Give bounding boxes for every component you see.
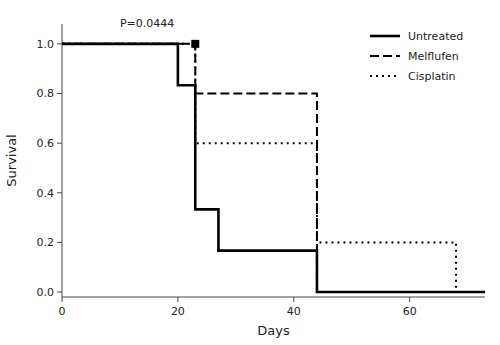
y-tick [57, 143, 62, 144]
legend: Untreated Melflufen Cisplatin [370, 30, 463, 83]
survival-line [62, 44, 485, 292]
y-tick [57, 192, 62, 193]
y-tick [57, 43, 62, 44]
legend-swatch [370, 75, 400, 77]
y-tick-label: 0.6 [37, 137, 55, 150]
legend-swatch [370, 55, 400, 57]
x-axis-line [62, 297, 485, 298]
y-tick-label: 0.8 [37, 87, 55, 100]
x-tick [293, 297, 294, 302]
survival-line [62, 44, 485, 292]
legend-label: Untreated [408, 30, 463, 43]
x-tick [409, 297, 410, 302]
y-tick [57, 242, 62, 243]
x-tick-label: 60 [403, 305, 417, 318]
legend-swatch [370, 35, 400, 38]
legend-label: Melflufen [408, 50, 459, 63]
x-tick [177, 297, 178, 302]
x-tick-label: 40 [287, 305, 301, 318]
y-axis-line [62, 24, 63, 297]
y-tick-label: 1.0 [37, 38, 55, 51]
marker [191, 40, 199, 48]
legend-label: Cisplatin [408, 70, 456, 83]
x-tick [62, 297, 63, 302]
y-tick [57, 93, 62, 94]
y-tick-label: 0.4 [37, 187, 55, 200]
y-tick-label: 0.0 [37, 286, 55, 299]
x-tick-label: 0 [59, 305, 66, 318]
chart: 0 20 40 60 0.0 0.2 0.4 0.6 0.8 1.0 Days Survival P=0… [0, 0, 500, 345]
x-tick-label: 20 [171, 305, 185, 318]
y-tick [57, 292, 62, 293]
survival-line [62, 44, 485, 292]
y-axis-label: Survival [4, 134, 19, 186]
annotation: P=0.0444 [120, 17, 174, 30]
plot-area [62, 40, 485, 292]
y-tick-label: 0.2 [37, 236, 55, 249]
x-axis-label: Days [257, 323, 290, 338]
